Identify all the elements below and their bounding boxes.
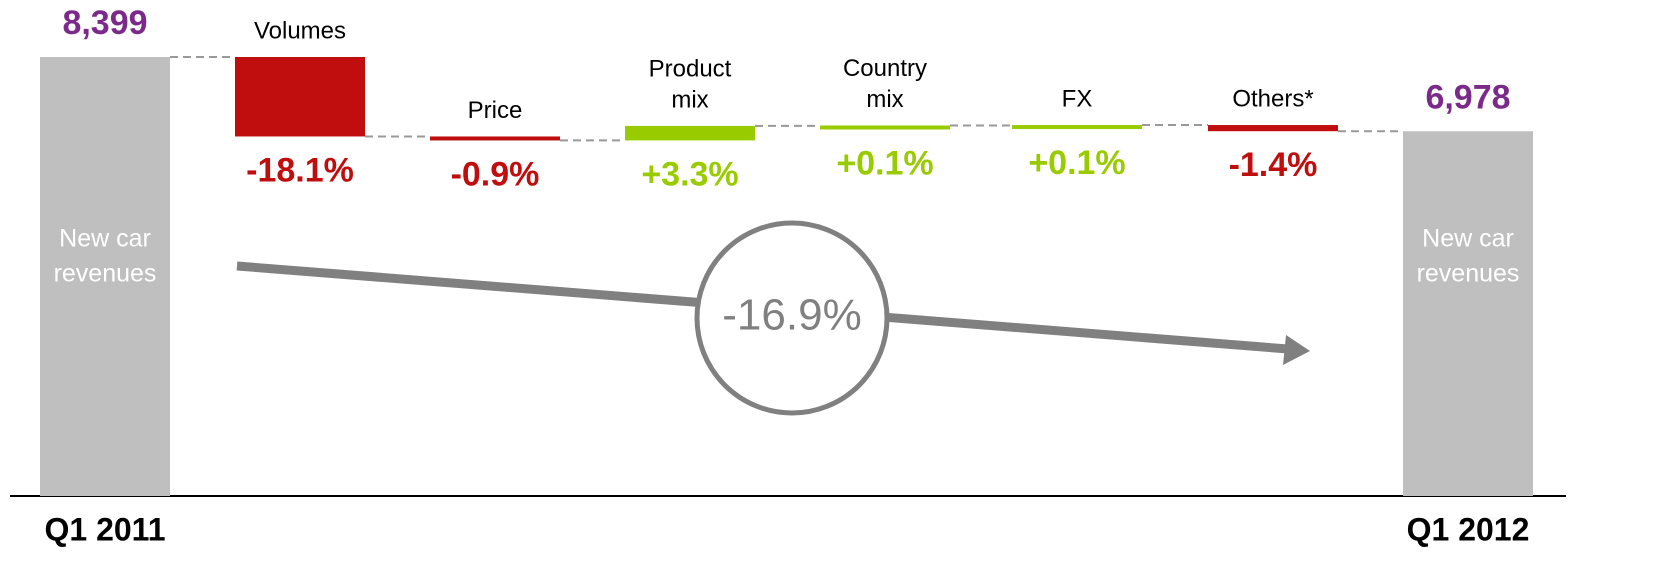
step-bar: [1208, 125, 1338, 132]
step-label: mix: [866, 86, 903, 113]
step-label: Others*: [1232, 85, 1313, 112]
total-value-label: 8,399: [62, 4, 147, 42]
total-inner-label: New car: [59, 225, 151, 253]
total-inner-label: revenues: [54, 260, 157, 288]
step-value-label: +3.3%: [641, 155, 738, 193]
step-bar: [430, 136, 560, 141]
step-value-label: -0.9%: [451, 155, 540, 193]
step-value-label: -18.1%: [246, 151, 354, 189]
step-bar: [235, 57, 365, 137]
total-inner-label: New car: [1422, 225, 1514, 253]
step-bar: [820, 125, 950, 130]
step-value-label: +0.1%: [836, 144, 933, 182]
step-label: FX: [1062, 85, 1093, 112]
step-value-label: +0.1%: [1028, 144, 1125, 182]
step-label: Country: [843, 55, 927, 82]
step-label: Price: [468, 97, 523, 124]
step-bar: [1012, 125, 1142, 130]
period-label: Q1 2011: [45, 511, 166, 547]
step-bar: [625, 125, 755, 141]
total-value-label: 6,978: [1425, 78, 1510, 116]
step-label: Product: [649, 55, 732, 82]
annotation-circle: [694, 220, 890, 416]
arrow-head: [1283, 335, 1310, 365]
step-value-label: -1.4%: [1229, 146, 1318, 184]
total-bar: [1403, 131, 1533, 496]
annotation: -16.9%: [722, 291, 861, 340]
step-label: mix: [671, 86, 708, 113]
total-inner-label: revenues: [1417, 260, 1520, 288]
total-bar: [40, 57, 170, 496]
period-label: Q1 2012: [1407, 511, 1530, 547]
step-label: Volumes: [254, 17, 346, 44]
